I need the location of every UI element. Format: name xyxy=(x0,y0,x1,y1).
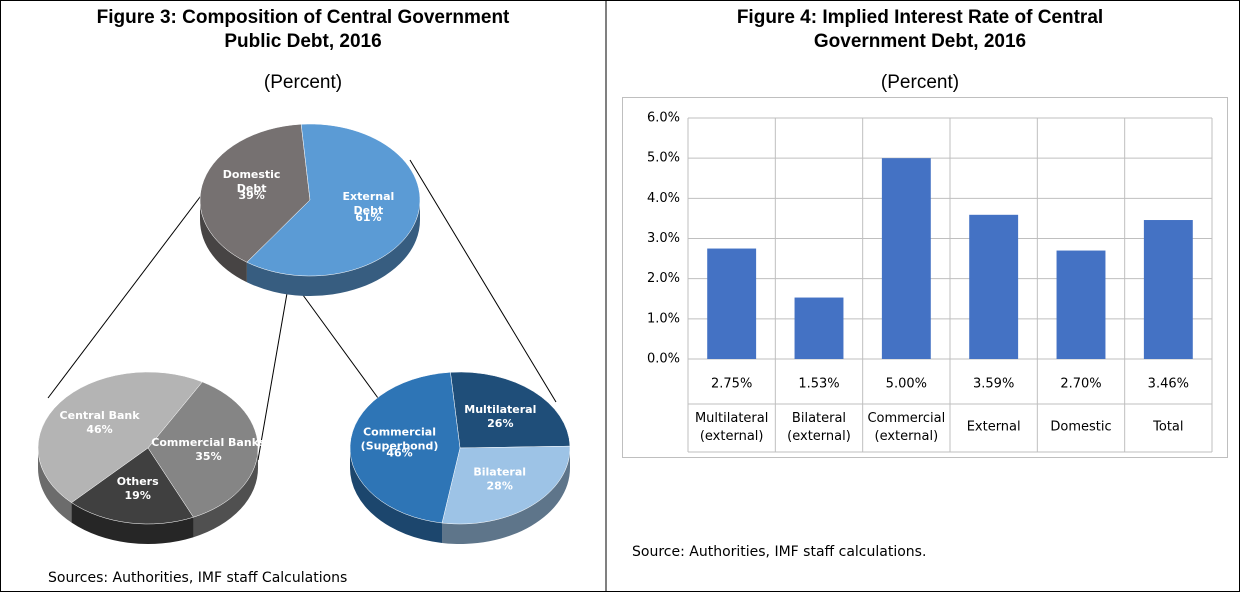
value-label: 3.59% xyxy=(973,377,1014,392)
pie-side xyxy=(442,448,570,544)
pie-slice xyxy=(71,447,194,525)
bar xyxy=(1056,250,1106,359)
pie-label: Commercial (Superbond) xyxy=(361,425,439,452)
bar xyxy=(707,248,757,359)
pie-slice xyxy=(147,381,259,518)
y-tick-label: 5.0% xyxy=(647,151,680,166)
fig3-source: Sources: Authorities, IMF staff Calculat… xyxy=(48,570,347,586)
x-tick-label: Bilateral (external) xyxy=(787,411,851,444)
y-tick-label: 4.0% xyxy=(647,191,680,206)
pie-label: Central Bank xyxy=(60,409,141,422)
pie-side xyxy=(193,448,258,538)
pie-label: Commercial Banks xyxy=(151,436,266,449)
pie-label: Others xyxy=(117,475,159,488)
pie-side xyxy=(38,448,72,523)
bar xyxy=(881,158,931,359)
y-tick-label: 6.0% xyxy=(647,111,680,126)
fig3-subtitle: (Percent) xyxy=(264,72,342,93)
x-tick-label: External xyxy=(967,420,1021,435)
pie-value-label: 39% xyxy=(238,189,264,202)
pie-slice xyxy=(199,123,311,263)
pie-label: Multilateral xyxy=(464,403,536,416)
pie-value-label: 46% xyxy=(86,423,112,436)
fig3-title: Figure 3: Composition of Central Governm… xyxy=(97,7,510,52)
y-tick-label: 2.0% xyxy=(647,271,680,286)
value-label: 2.75% xyxy=(711,377,752,392)
fig4-source: Source: Authorities, IMF staff calculati… xyxy=(632,544,926,560)
fig4-title: Figure 4: Implied Interest Rate of Centr… xyxy=(737,7,1103,52)
value-label: 5.00% xyxy=(886,377,927,392)
value-label: 1.53% xyxy=(798,377,839,392)
pie-slice xyxy=(349,372,461,524)
pie-value-label: 26% xyxy=(487,417,513,430)
bar xyxy=(794,297,844,359)
pie-slice xyxy=(450,371,571,449)
fig4-subtitle: (Percent) xyxy=(881,72,959,93)
pie-label: Bilateral xyxy=(473,466,526,479)
pie-label: External Debt xyxy=(342,190,394,217)
connectors xyxy=(47,159,557,461)
y-tick-label: 0.0% xyxy=(647,352,680,367)
x-tick-label: Total xyxy=(1152,420,1183,435)
bar xyxy=(1143,220,1193,359)
bar xyxy=(969,214,1019,359)
pie-slice xyxy=(37,371,203,503)
pie-value-label: 46% xyxy=(386,446,412,459)
chart-frame xyxy=(622,97,1228,458)
value-label: 3.46% xyxy=(1148,377,1189,392)
x-tick-label: Domestic xyxy=(1050,420,1111,435)
x-tick-label: Commercial (external) xyxy=(867,411,945,444)
pie-slice xyxy=(246,123,421,277)
pie-side xyxy=(246,200,420,296)
pie-side xyxy=(200,200,247,283)
pie-label: Domestic Debt xyxy=(223,168,281,195)
y-tick-label: 3.0% xyxy=(647,231,680,246)
pie-value-label: 19% xyxy=(125,489,151,502)
pie-value-label: 28% xyxy=(487,480,513,493)
pie-value-label: 35% xyxy=(195,450,221,463)
x-tick-label: Multilateral (external) xyxy=(695,411,768,444)
pie-value-label: 61% xyxy=(355,211,381,224)
pie-side xyxy=(350,448,443,543)
pie-slice xyxy=(441,445,571,525)
value-label: 2.70% xyxy=(1060,377,1101,392)
y-tick-label: 1.0% xyxy=(647,311,680,326)
